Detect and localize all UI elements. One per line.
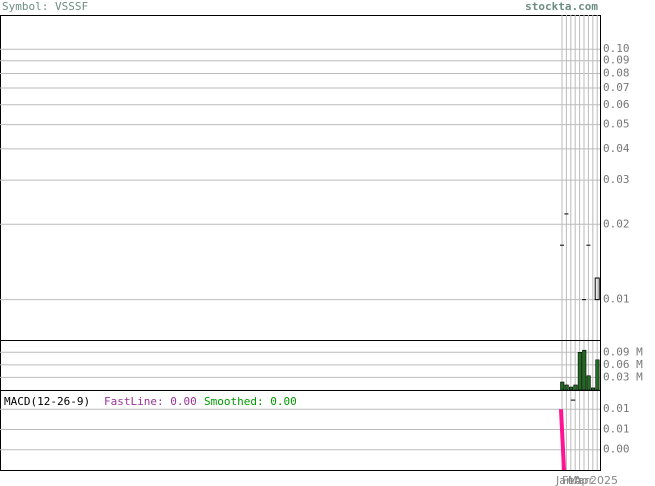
candle [594,277,600,301]
macd-histogram [559,409,566,470]
x-tick-label: 2025 [590,474,618,486]
y-tick-label: 0.06 M [603,358,643,371]
y-tick-label: 0.01 [603,402,630,415]
volume-bar [586,375,591,391]
volume-bar [595,359,600,391]
y-tick-label: 0.09 M [603,345,643,358]
macd-title: MACD(12-26-9) [4,395,90,408]
volume-bar [590,387,596,391]
y-tick-label: 0.01 [603,293,630,306]
volume-bar [560,381,565,391]
x-tick-label: Apr [574,474,594,486]
y-tick-label: 0.03 [603,173,630,186]
y-tick-label: 0.06 [603,98,630,111]
y-tick-label: 0.07 [603,81,630,94]
symbol: Symbol: VSSSF [2,0,88,13]
volume-bar [564,384,569,391]
volume-bar [573,384,578,391]
volume-bar [568,386,574,391]
x-tick-label: Jan [555,474,573,486]
y-tick-label: 0.08 [603,67,630,80]
y-tick-label: 0.02 [603,217,630,230]
smoothed-label: Smoothed: 0.00 [204,395,297,408]
y-tick-label: 0.05 [603,118,630,131]
volume-bar [582,349,587,391]
y-tick-label: 0.09 [603,54,630,67]
site: stockta.com [525,0,598,13]
fast-label: FastLine: 0.00 [104,395,197,408]
frame [0,15,601,471]
x-tick-label: Feb [562,474,581,486]
x-tick-label: Mar [568,474,589,486]
y-tick-label: 0.01 [603,422,630,435]
volume-bar [577,352,582,391]
y-tick-label: 0.03 M [603,370,643,383]
y-tick-label: 0.10 [603,42,630,55]
y-tick-label: 0.04 [603,142,630,155]
y-tick-label: 0.00 [603,443,630,456]
